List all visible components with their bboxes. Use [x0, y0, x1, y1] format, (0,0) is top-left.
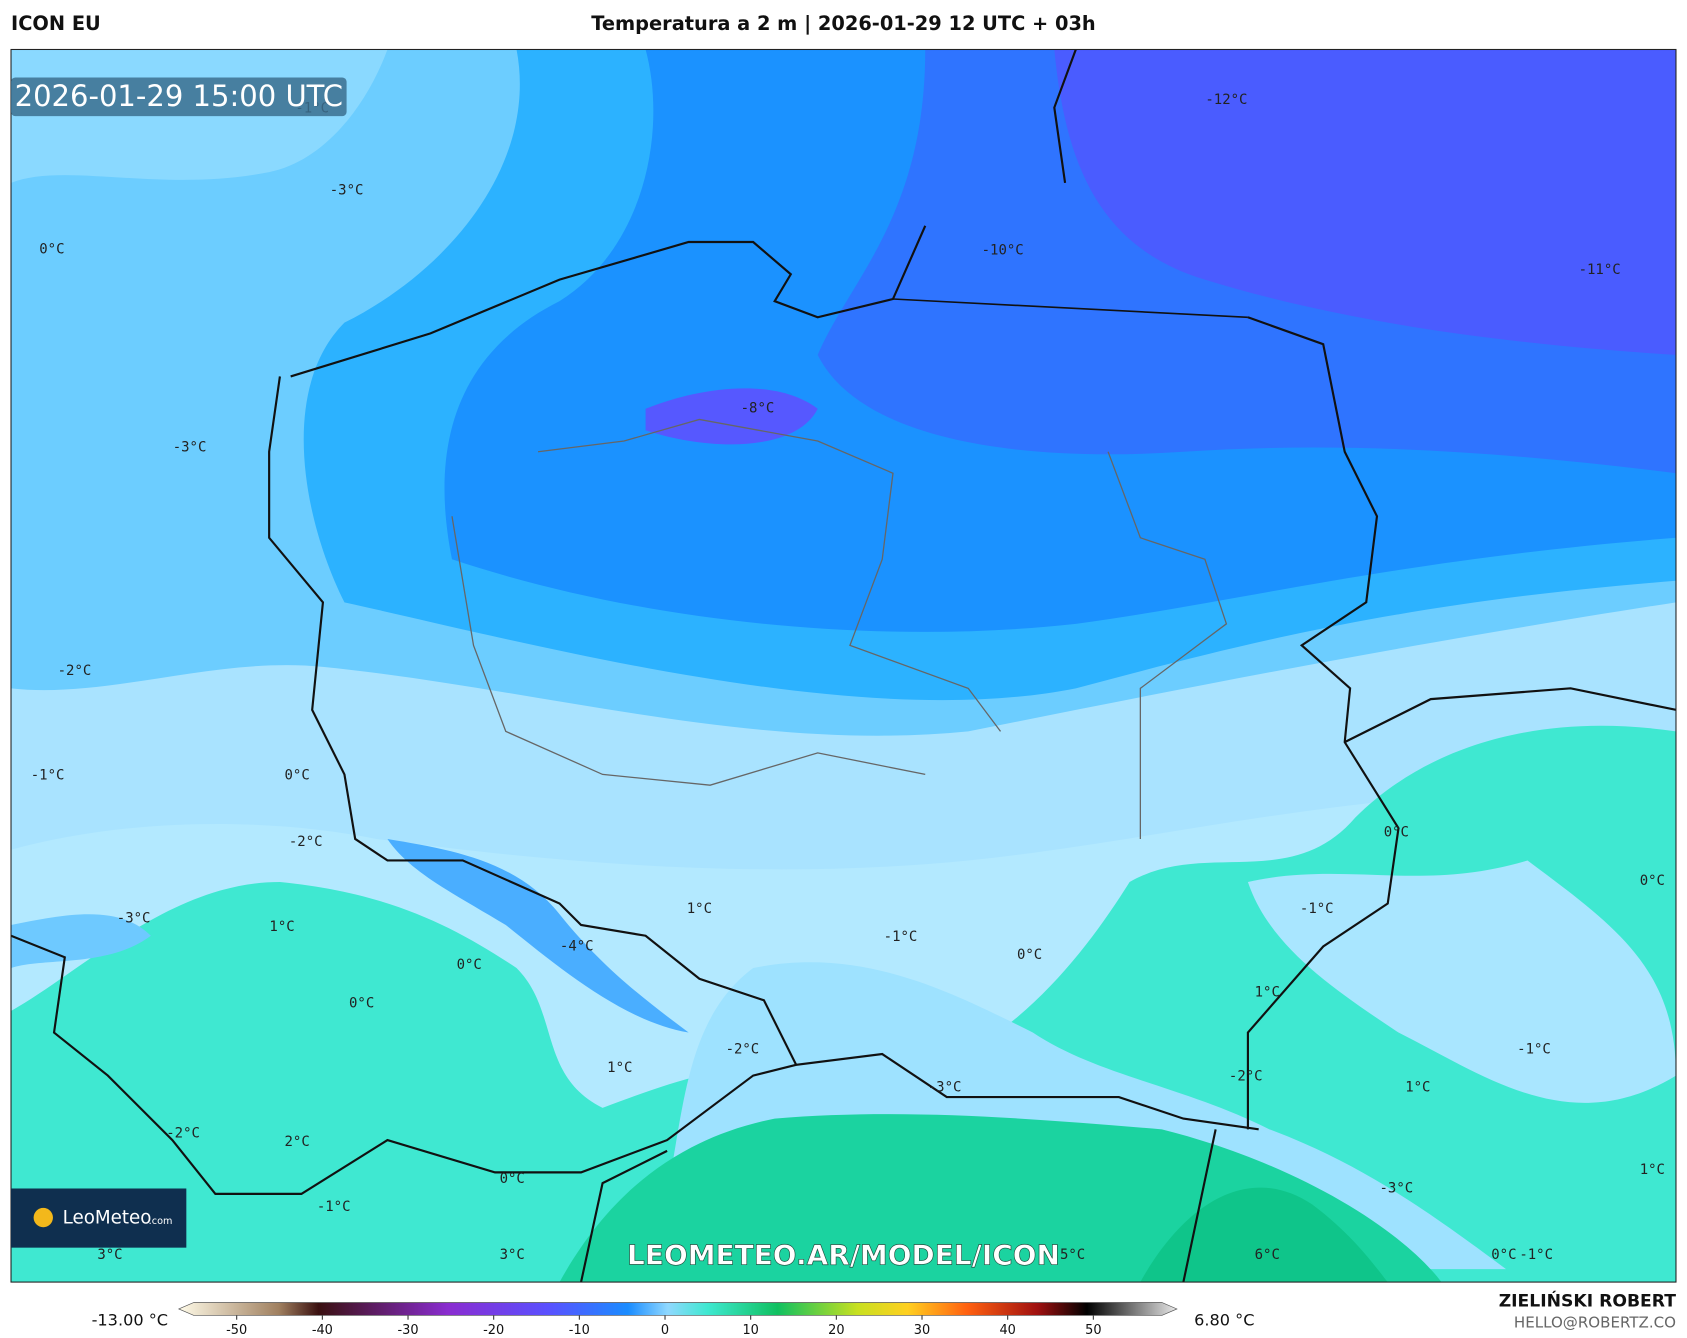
- logo-text: LeoMeteo: [63, 1208, 152, 1229]
- contour-label: 0°C: [1384, 824, 1409, 840]
- colorbar-tick-label: 10: [742, 1323, 758, 1338]
- contour-label: -2°C: [726, 1042, 760, 1058]
- contour-label: 3°C: [500, 1247, 525, 1263]
- contour-label: 1°C: [687, 901, 712, 917]
- contour-label: -1°C: [884, 929, 918, 945]
- contour-label: -2°C: [58, 663, 92, 679]
- contour-label: 3°C: [97, 1247, 122, 1263]
- contour-label: -11°C: [1579, 262, 1621, 278]
- contour-label: 1°C: [1640, 1162, 1665, 1178]
- contour-label: 0°C: [1640, 873, 1665, 889]
- author: ZIELIŃSKI ROBERT: [1499, 1289, 1677, 1311]
- contour-label: 0°C: [39, 242, 64, 258]
- contour-label: 0°C: [500, 1171, 525, 1187]
- colorbar-tick-label: 50: [1085, 1323, 1101, 1338]
- logo-sun: [33, 1207, 53, 1228]
- contour-label: -3°C: [117, 911, 151, 927]
- contour-label: -3°C: [173, 439, 207, 455]
- contour-label: -10°C: [982, 243, 1024, 259]
- colorbar-tick-label: -50: [226, 1323, 247, 1338]
- contour-label: -1°C: [317, 1199, 351, 1215]
- colorbar-tick-label: 30: [914, 1323, 930, 1338]
- min-label: -13.00 °C: [92, 1310, 168, 1329]
- contour-label: 0°C: [1491, 1247, 1516, 1263]
- contour-label: -2°C: [1229, 1069, 1263, 1085]
- watermark: LEOMETEO.AR/MODEL/ICON: [627, 1238, 1060, 1271]
- contour-label: 0°C: [349, 996, 374, 1012]
- contour-label: 6°C: [1255, 1247, 1280, 1263]
- contour-label: -1°C: [1517, 1042, 1551, 1058]
- colorbar-tick-label: -30: [397, 1323, 418, 1338]
- contour-label: 1°C: [269, 919, 294, 935]
- title: Temperatura a 2 m | 2026-01-29 12 UTC + …: [591, 12, 1095, 35]
- colorbar: -50 -40 -30 -20 -10 0 10 20 30 40 50: [177, 1302, 1178, 1338]
- colorbar-tick-label: -10: [569, 1323, 590, 1338]
- model-name: ICON EU: [11, 12, 101, 35]
- contour-label: -1°C: [1300, 901, 1334, 917]
- contour-label: -8°C: [741, 401, 775, 417]
- contour-label: -3°C: [1380, 1180, 1414, 1196]
- contour-label: -1°C: [1519, 1247, 1553, 1263]
- colorbar-tick-label: -40: [312, 1323, 333, 1338]
- map-frame: [10, 48, 1677, 1283]
- contour-label: 5°C: [1060, 1247, 1085, 1263]
- colorbar-scale: [177, 1302, 1178, 1316]
- logo-suffix: .com: [149, 1216, 173, 1227]
- contour-label: -3°C: [928, 1079, 962, 1095]
- contour-label: -4°C: [560, 938, 594, 954]
- contact: HELLO@ROBERTZ.CO: [1514, 1313, 1676, 1331]
- contour-label: -3°C: [330, 182, 364, 198]
- contour-label: 2°C: [284, 1134, 309, 1150]
- contour-label: 0°C: [1017, 947, 1042, 963]
- colorbar-tick-label: 0: [661, 1323, 669, 1338]
- contour-label: 1°C: [607, 1060, 632, 1076]
- contour-label: 1°C: [1255, 985, 1280, 1001]
- contour-label: 0°C: [457, 957, 482, 973]
- map-field: [11, 49, 1676, 1283]
- contour-label: 0°C: [284, 767, 309, 783]
- max-label: 6.80 °C: [1194, 1310, 1254, 1329]
- contour-label: -12°C: [1205, 92, 1247, 108]
- timestamp-box: [11, 77, 347, 117]
- contour-label: -2°C: [289, 834, 323, 850]
- colorbar-tick-label: -20: [483, 1323, 504, 1338]
- contour-label: -1°C: [31, 767, 65, 783]
- contour-label: 1°C: [1405, 1079, 1430, 1095]
- colorbar-tick-label: 40: [999, 1323, 1015, 1338]
- colorbar-tick-label: 20: [828, 1323, 844, 1338]
- timestamp: 2026-01-29 15:00 UTC: [15, 79, 343, 113]
- contour-label: -2°C: [166, 1126, 200, 1142]
